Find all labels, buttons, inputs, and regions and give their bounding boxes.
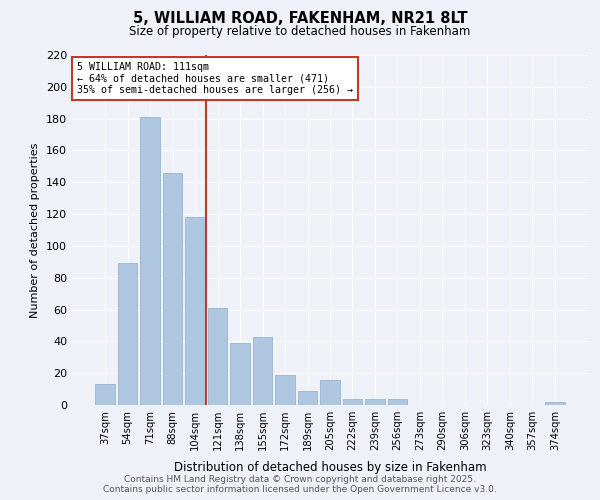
Bar	[118, 264, 137, 405]
Bar	[275, 375, 295, 405]
Bar	[298, 390, 317, 405]
Bar	[163, 172, 182, 405]
Bar	[320, 380, 340, 405]
Bar	[253, 336, 272, 405]
X-axis label: Distribution of detached houses by size in Fakenham: Distribution of detached houses by size …	[173, 462, 487, 474]
Text: Contains HM Land Registry data © Crown copyright and database right 2025.
Contai: Contains HM Land Registry data © Crown c…	[103, 474, 497, 494]
Text: 5 WILLIAM ROAD: 111sqm
← 64% of detached houses are smaller (471)
35% of semi-de: 5 WILLIAM ROAD: 111sqm ← 64% of detached…	[77, 62, 353, 95]
Text: 5, WILLIAM ROAD, FAKENHAM, NR21 8LT: 5, WILLIAM ROAD, FAKENHAM, NR21 8LT	[133, 11, 467, 26]
Bar	[365, 398, 385, 405]
Bar	[185, 218, 205, 405]
Bar	[343, 398, 362, 405]
Bar	[95, 384, 115, 405]
Text: Size of property relative to detached houses in Fakenham: Size of property relative to detached ho…	[130, 25, 470, 38]
Bar	[388, 398, 407, 405]
Bar	[230, 343, 250, 405]
Bar	[140, 117, 160, 405]
Y-axis label: Number of detached properties: Number of detached properties	[31, 142, 40, 318]
Bar	[208, 308, 227, 405]
Bar	[545, 402, 565, 405]
